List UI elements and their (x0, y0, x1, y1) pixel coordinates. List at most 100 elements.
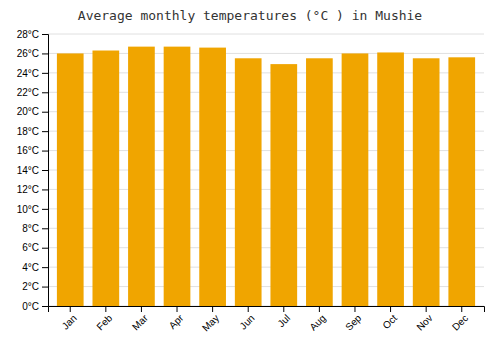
tick-mark (42, 112, 48, 113)
bar (342, 53, 369, 306)
tick-mark (354, 306, 355, 312)
tick: 2°C (22, 281, 48, 292)
tick-label: 0°C (22, 301, 39, 312)
tick-mark (390, 306, 391, 312)
bar (377, 52, 404, 306)
tick-label: 26°C (17, 48, 39, 59)
tick-mark (42, 189, 48, 190)
tick-label: Jan (60, 312, 79, 331)
tick-mark (42, 131, 48, 132)
tick-mark (42, 306, 48, 307)
grid-line (48, 34, 484, 35)
tick-label: 6°C (22, 242, 39, 253)
tick-mark (42, 209, 48, 210)
tick-label: 8°C (22, 223, 39, 234)
tick-label: 18°C (17, 126, 39, 137)
tick-label: 20°C (17, 106, 39, 117)
tick-label: 22°C (17, 87, 39, 98)
tick: Feb (94, 306, 114, 332)
tick-label: Apr (167, 312, 186, 331)
y-axis: 0°C 2°C 4°C 6°C 8°C 10°C 12°C 14°C 16°C 18°C 20°C 2… (17, 29, 49, 312)
tick: 22°C (17, 87, 48, 98)
tick-label: Dec (450, 312, 470, 332)
tick-label: 10°C (17, 204, 39, 215)
tick-mark (42, 151, 48, 152)
tick-mark (426, 306, 427, 312)
bar (128, 47, 155, 306)
bar (92, 51, 119, 306)
x-axis: Jan Feb Mar Apr May Jun Jul Aug Sep Oct Nov Dec (49, 306, 485, 334)
tick-mark (177, 306, 178, 312)
tick: May (200, 306, 221, 334)
tick: 4°C (22, 262, 48, 273)
chart: Average monthly temperatures (°C ) in Mu… (0, 0, 500, 350)
tick: 16°C (17, 145, 48, 156)
tick: 26°C (17, 48, 48, 59)
tick: 0°C (22, 301, 48, 312)
tick: Mar (130, 306, 150, 332)
tick: 8°C (22, 223, 48, 234)
tick: 28°C (17, 29, 48, 40)
tick-mark (42, 248, 48, 249)
tick-mark (248, 306, 249, 312)
bar (270, 64, 297, 306)
tick-label: Aug (308, 312, 328, 332)
tick: Sep (343, 306, 364, 333)
tick-label: Oct (380, 312, 399, 331)
tick-label: 24°C (17, 68, 39, 79)
title: Average monthly temperatures (°C ) in Mu… (78, 8, 423, 23)
tick-mark (283, 306, 284, 312)
tick-label: Jul (275, 312, 292, 329)
bars (57, 47, 475, 306)
bar (199, 48, 226, 306)
tick: 6°C (22, 242, 48, 253)
bar (235, 58, 262, 306)
bar (164, 47, 191, 306)
tick: Jun (238, 306, 257, 332)
tick-mark (42, 34, 48, 35)
tick-label: 12°C (17, 184, 39, 195)
tick: 12°C (17, 184, 48, 195)
tick-label: Mar (130, 312, 150, 332)
tick-label: 28°C (17, 29, 39, 40)
tick-label: Sep (343, 312, 364, 333)
tick: 14°C (17, 165, 48, 176)
tick-mark (42, 170, 48, 171)
tick: Oct (380, 306, 399, 331)
tick: 20°C (17, 106, 48, 117)
tick: 24°C (17, 68, 48, 79)
bar (57, 53, 84, 306)
tick-label: 2°C (22, 281, 39, 292)
tick-label: 14°C (17, 165, 39, 176)
tick: Aug (308, 306, 328, 333)
tick-mark (319, 306, 320, 312)
tick-mark (42, 267, 48, 268)
tick-mark (42, 287, 48, 288)
bar (306, 58, 333, 306)
tick: Dec (450, 306, 470, 333)
bar (448, 57, 475, 306)
tick-label: 16°C (17, 145, 39, 156)
tick-mark (141, 306, 142, 312)
tick-mark (42, 228, 48, 229)
tick-mark (42, 53, 48, 54)
tick-mark (42, 73, 48, 74)
tick-mark (105, 306, 106, 312)
tick: Jan (60, 306, 79, 332)
tick: 18°C (17, 126, 48, 137)
tick-mark (70, 306, 71, 312)
tick-mark (42, 92, 48, 93)
plot: 0°C 2°C 4°C 6°C 8°C 10°C 12°C 14°C 16°C 18°C 20°C 2… (17, 29, 485, 334)
tick-label: May (200, 312, 221, 333)
bar (413, 58, 440, 306)
tick-label: 4°C (22, 262, 39, 273)
axis-line (42, 35, 49, 307)
tick: 10°C (17, 204, 48, 215)
tick-label: Nov (414, 312, 434, 332)
axis-line (49, 307, 485, 313)
tick: Jul (275, 306, 292, 329)
tick-label: Jun (238, 312, 257, 331)
tick-mark (461, 306, 462, 312)
tick-mark (212, 306, 213, 312)
tick: Apr (167, 306, 186, 331)
